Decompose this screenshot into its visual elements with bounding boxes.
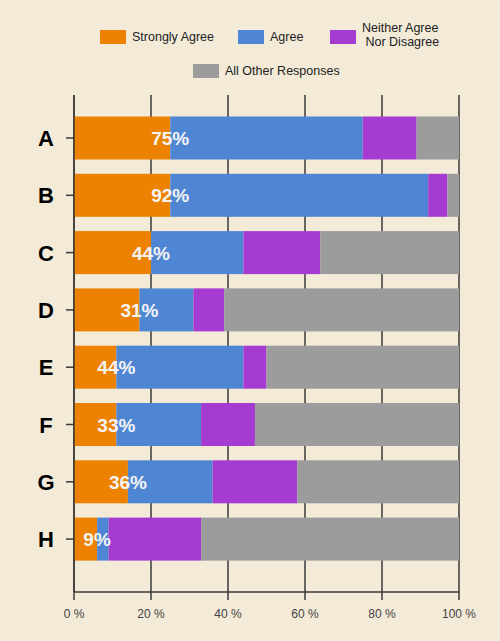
legend-swatch: [100, 30, 126, 44]
category-tick: [66, 481, 74, 483]
annotation: 36%: [109, 472, 147, 493]
grid-line: [227, 95, 229, 592]
bar-segment: [255, 403, 459, 446]
annotation: 75%: [151, 128, 189, 149]
tick-label: 40 %: [214, 607, 242, 621]
tick-label: 20 %: [137, 607, 165, 621]
bars: [74, 117, 459, 561]
tick-mark: [150, 592, 152, 600]
bar-segment: [170, 174, 428, 217]
bar-segment: [201, 403, 255, 446]
category-label: D: [38, 298, 54, 323]
legend-label: Neither Agree Nor Disagree: [362, 21, 439, 49]
annotation: 31%: [120, 300, 158, 321]
category-tick: [66, 137, 74, 139]
category-tick: [66, 538, 74, 540]
category-label: E: [39, 355, 54, 380]
annotation: 44%: [132, 243, 170, 264]
category-tick: [66, 252, 74, 254]
category-label: F: [39, 413, 52, 438]
category-label: H: [38, 527, 54, 552]
annotation: 44%: [97, 357, 135, 378]
legend-swatch: [193, 64, 219, 78]
annotation: 92%: [151, 185, 189, 206]
tick-mark: [381, 592, 383, 600]
background: [0, 0, 500, 641]
bar-segment: [417, 117, 459, 160]
legend-label: Strongly Agree: [132, 30, 214, 44]
tick-label: 60 %: [291, 607, 319, 621]
bar-segment: [116, 346, 243, 389]
tick-label: 100 %: [442, 607, 476, 621]
legend-swatch: [238, 30, 264, 44]
category-tick: [66, 366, 74, 368]
legend-label: All Other Responses: [225, 64, 340, 78]
grid-line: [73, 95, 75, 592]
chart: 0 % 20 % 40 % 60 % 80 % 100 % A B C D E F G H 75% 92% 44…: [0, 0, 500, 641]
bar-segment: [243, 346, 266, 389]
bar-segment: [213, 460, 298, 503]
bar-segment: [243, 231, 320, 274]
bar-segment: [447, 174, 459, 217]
category-tick: [66, 424, 74, 426]
category-tick: [66, 309, 74, 311]
grid-line: [381, 95, 383, 592]
legend-swatch: [330, 30, 356, 44]
category-label: B: [38, 183, 54, 208]
category-label: A: [38, 126, 54, 151]
x-axis: [74, 591, 459, 593]
bar-segment: [201, 518, 459, 561]
legend: Strongly Agree Agree Neither Agree Nor Dis…: [100, 21, 439, 78]
y-axis: [73, 95, 75, 592]
legend-label: Agree: [270, 30, 303, 44]
grid-line: [304, 95, 306, 592]
grid: [74, 95, 459, 600]
bar-segment: [320, 231, 459, 274]
bar-segment: [297, 460, 459, 503]
category-tick: [66, 195, 74, 197]
bar-segment: [193, 288, 224, 331]
bar-segment: [170, 117, 363, 160]
annotation: 9%: [83, 529, 111, 550]
category-label: C: [38, 241, 54, 266]
grid-line: [150, 95, 152, 592]
tick-mark: [304, 592, 306, 600]
bar-segment: [224, 288, 459, 331]
bar-segment: [267, 346, 460, 389]
annotation: 33%: [97, 415, 135, 436]
grid-line: [458, 95, 460, 592]
bar-segment: [428, 174, 447, 217]
bar-segment: [109, 518, 201, 561]
tick-mark: [458, 592, 460, 600]
tick-mark: [227, 592, 229, 600]
tick-label: 0 %: [64, 607, 85, 621]
tick-mark: [73, 592, 75, 600]
category-label: G: [37, 470, 54, 495]
bar-segment: [363, 117, 417, 160]
tick-label: 80 %: [368, 607, 396, 621]
